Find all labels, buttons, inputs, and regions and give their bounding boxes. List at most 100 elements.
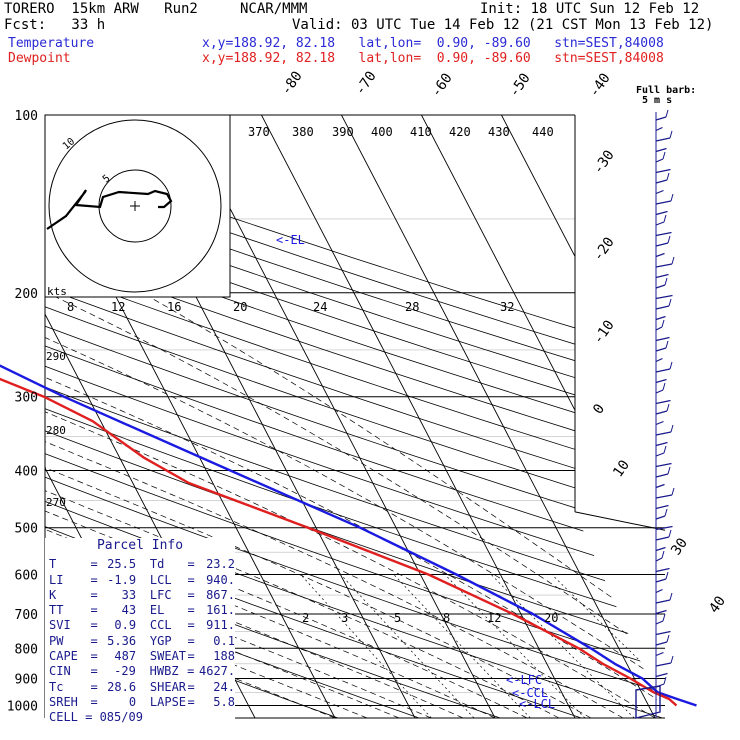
wind-barb	[655, 252, 665, 258]
pressure-tick-label: 200	[15, 287, 38, 302]
wind-barb	[655, 305, 670, 310]
wind-barb	[655, 567, 670, 573]
mixing-ratio-label: 3	[341, 611, 348, 625]
mixing-ratio-label: 20	[544, 611, 558, 625]
moist-adiabat	[45, 292, 336, 718]
temperature-station-info: x,y=188.92, 82.18 lat,lon= 0.90, -89.60 …	[202, 36, 664, 51]
wind-barb	[655, 672, 668, 678]
parcel-equals: =	[90, 664, 98, 679]
parcel-key: EL	[149, 603, 165, 618]
pressure-tick-label: 1000	[7, 699, 38, 714]
wind-barb	[655, 189, 664, 195]
moist-adiabat	[45, 292, 560, 718]
valid-time: Valid: 03 UTC Tue 14 Feb 12 (21 CST Mon …	[292, 17, 714, 33]
plot-corner-border	[574, 511, 666, 531]
wind-barb	[655, 662, 672, 667]
moist-adiabat	[45, 292, 656, 718]
wind-barb	[655, 546, 666, 552]
parcel-info-row: T = 25.5 Td = 23.2	[45, 557, 235, 572]
wind-barb	[669, 592, 673, 601]
moist-adiabat	[45, 292, 624, 718]
parcel-value: 33	[121, 587, 137, 602]
dry-adiabat	[45, 115, 665, 718]
parcel-equals: =	[187, 694, 195, 709]
parcel-value: 5.8	[213, 694, 235, 709]
parcel-equals: =	[187, 603, 195, 618]
parcel-equals: =	[90, 618, 98, 633]
wind-barb	[655, 326, 663, 331]
wind-barb	[655, 357, 663, 363]
parcel-value: 0.1	[213, 633, 235, 648]
speed-scale-label: 16	[167, 300, 181, 314]
theta-label: 420	[449, 125, 471, 139]
parcel-value: -1.9	[107, 572, 137, 587]
wind-barb	[655, 263, 673, 268]
parcel-key: LCL	[149, 572, 172, 587]
dry-adiabat	[45, 115, 420, 718]
parcel-equals: =	[187, 649, 195, 664]
mixing-ratio-line	[393, 574, 531, 718]
wind-barb	[655, 557, 663, 562]
parcel-key: YGP	[149, 633, 172, 648]
wind-barb	[655, 578, 667, 583]
speed-scale-label: 32	[500, 300, 514, 314]
wind-barb	[671, 487, 675, 496]
pressure-tick-label: 400	[15, 465, 38, 480]
wind-barb	[655, 126, 663, 132]
wind-barb	[655, 116, 667, 121]
wind-barb	[655, 315, 666, 321]
isotherm-line	[181, 115, 496, 718]
wind-barb	[655, 210, 668, 216]
parcel-equals: =	[90, 587, 98, 602]
wind-barb	[655, 410, 668, 415]
wind-barb	[668, 529, 672, 538]
isotherm-line	[0, 115, 15, 718]
parcel-gap	[136, 664, 150, 679]
parcel-equals: =	[187, 679, 195, 694]
theta-label: 270	[46, 496, 66, 509]
dry-adiabat	[45, 115, 665, 718]
full-barb-units: 5 m s	[642, 95, 673, 106]
wind-barb	[669, 361, 673, 370]
parcel-value: 911.	[206, 618, 235, 633]
hodograph-unit: kts	[47, 285, 67, 298]
isotherm-label: -10	[590, 317, 618, 347]
dry-adiabat	[45, 115, 665, 718]
wind-barb	[655, 431, 672, 436]
isotherm-label: 10	[610, 457, 633, 480]
parcel-key: PW	[49, 633, 64, 648]
dry-adiabat	[45, 115, 665, 718]
theta-label: 380	[292, 125, 314, 139]
parcel-key: T	[49, 557, 57, 572]
wind-barb	[655, 504, 669, 510]
dry-adiabat	[45, 115, 665, 718]
mixing-ratio-line	[490, 574, 635, 718]
wind-barb	[665, 109, 669, 118]
wind-barb	[670, 655, 674, 664]
speed-scale-label: 28	[405, 300, 419, 314]
parcel-value: 43	[121, 603, 137, 618]
parcel-equals: =	[187, 587, 195, 602]
parcel-key: Td	[149, 557, 165, 572]
parcel-equals: =	[90, 649, 98, 664]
temperature-legend: Temperature	[8, 36, 95, 51]
full-barb-label: Full barb:	[636, 85, 697, 96]
parcel-gap	[136, 603, 150, 618]
wind-barb	[666, 403, 670, 412]
wind-barbs	[635, 109, 675, 719]
isotherm-label: -60	[428, 70, 456, 100]
parcel-value: 188	[213, 649, 235, 664]
dry-adiabat	[45, 115, 665, 718]
isotherm-label: -70	[352, 68, 380, 98]
wind-barb	[655, 378, 667, 384]
theta-label: 370	[248, 125, 270, 139]
moist-adiabat	[45, 292, 496, 718]
wind-barb	[655, 336, 670, 342]
parcel-key: CCL	[149, 618, 172, 633]
lfc-annotation: <-LFC	[506, 673, 542, 687]
isotherm-label: -30	[590, 147, 618, 177]
wind-barb	[655, 641, 668, 646]
parcel-equals: =	[90, 603, 98, 618]
wind-barb	[655, 399, 671, 405]
